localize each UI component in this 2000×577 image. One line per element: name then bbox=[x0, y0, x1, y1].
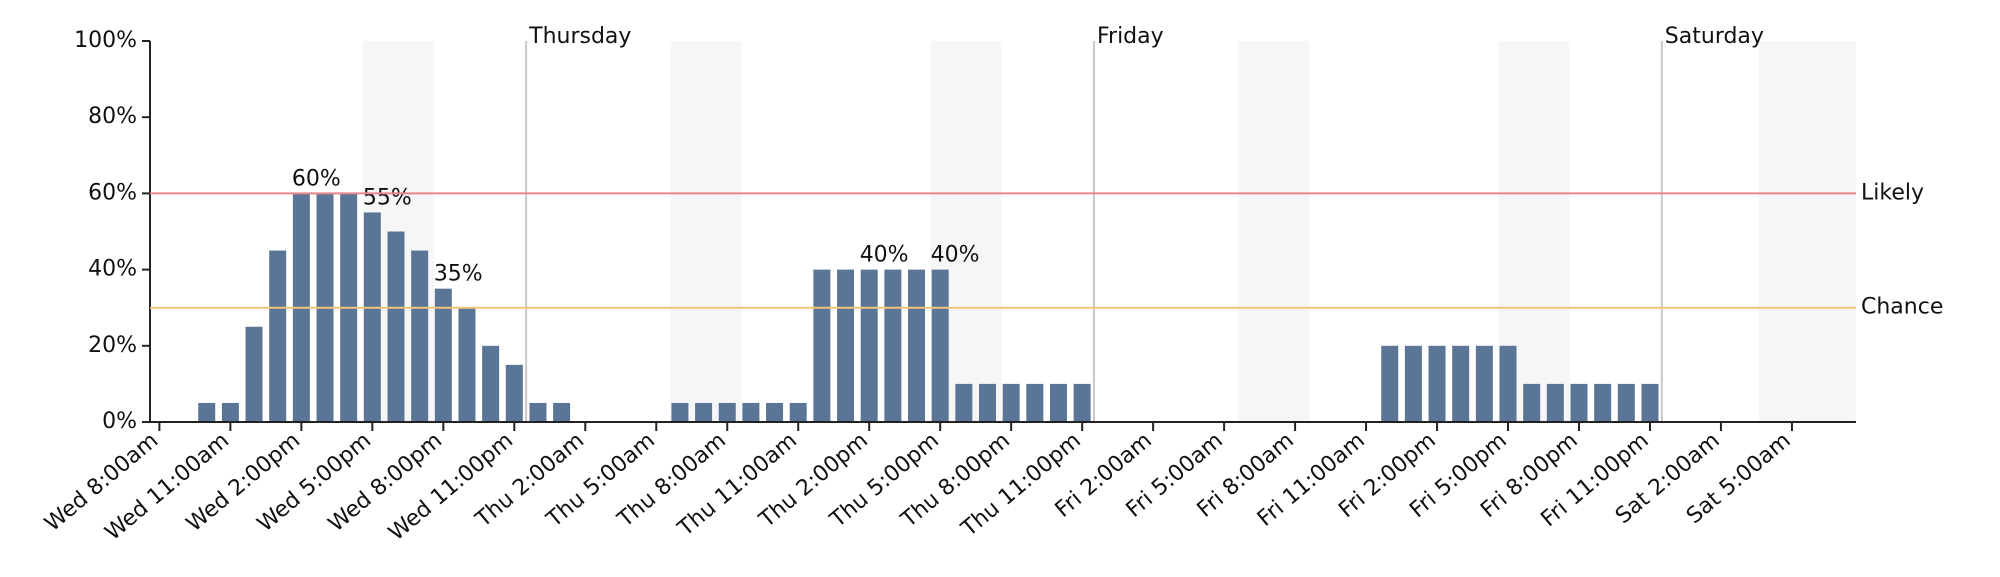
threshold-label: Likely bbox=[1861, 180, 1924, 205]
bar bbox=[411, 250, 429, 422]
bar bbox=[789, 402, 807, 422]
bar bbox=[1617, 383, 1635, 422]
bar bbox=[671, 402, 689, 422]
bar bbox=[955, 383, 973, 422]
bar bbox=[1475, 345, 1493, 422]
y-tick-label: 60% bbox=[88, 180, 137, 205]
bar bbox=[1499, 345, 1517, 422]
bar bbox=[387, 231, 405, 422]
y-tick-label: 80% bbox=[88, 104, 137, 129]
y-tick-label: 0% bbox=[102, 409, 137, 434]
bar bbox=[695, 402, 713, 422]
day-label: Thursday bbox=[528, 24, 631, 49]
bar bbox=[1452, 345, 1470, 422]
bar bbox=[1026, 383, 1044, 422]
threshold-label: Chance bbox=[1861, 295, 1943, 320]
bar bbox=[860, 269, 878, 422]
shade-band bbox=[1238, 41, 1310, 422]
bar bbox=[434, 288, 452, 422]
bar bbox=[529, 402, 547, 422]
x-tick-label: Thu 11:00pm bbox=[956, 428, 1086, 542]
bar bbox=[198, 402, 216, 422]
bar bbox=[1049, 383, 1067, 422]
bar bbox=[1381, 345, 1399, 422]
bar bbox=[363, 212, 381, 422]
bar bbox=[269, 250, 287, 422]
bar bbox=[221, 402, 239, 422]
value-label: 60% bbox=[292, 166, 341, 191]
day-label: Friday bbox=[1097, 24, 1164, 49]
bar bbox=[931, 269, 949, 422]
bar bbox=[813, 269, 831, 422]
bar bbox=[1523, 383, 1541, 422]
day-label: Saturday bbox=[1665, 24, 1764, 49]
shade-band bbox=[670, 41, 742, 422]
bar bbox=[1546, 383, 1564, 422]
bar bbox=[553, 402, 571, 422]
bar bbox=[1404, 345, 1422, 422]
value-label: 35% bbox=[434, 262, 483, 287]
x-tick-label: Thu 11:00am bbox=[673, 428, 802, 542]
bar bbox=[884, 269, 902, 422]
bar bbox=[979, 383, 996, 422]
shade-band bbox=[1758, 41, 1856, 422]
bar bbox=[766, 402, 784, 422]
bar bbox=[1641, 383, 1659, 422]
y-tick-label: 40% bbox=[88, 257, 137, 282]
value-label: 40% bbox=[931, 243, 980, 268]
bar bbox=[505, 364, 523, 422]
bar bbox=[908, 269, 926, 422]
bar bbox=[837, 269, 855, 422]
bar bbox=[1570, 383, 1588, 422]
x-tick-label: Wed 11:00am bbox=[101, 428, 234, 546]
x-tick-label: Wed 11:00pm bbox=[384, 428, 518, 546]
bar bbox=[1073, 383, 1091, 422]
bar bbox=[458, 307, 476, 422]
bar bbox=[718, 402, 736, 422]
bar bbox=[482, 345, 500, 422]
bar bbox=[245, 326, 263, 422]
value-label: 55% bbox=[363, 185, 412, 210]
bar bbox=[1428, 345, 1446, 422]
bar bbox=[1002, 383, 1020, 422]
y-tick-label: 100% bbox=[74, 28, 137, 53]
y-tick-label: 20% bbox=[88, 333, 137, 358]
value-label: 40% bbox=[860, 243, 909, 268]
bar bbox=[1594, 383, 1612, 422]
bar bbox=[742, 402, 760, 422]
